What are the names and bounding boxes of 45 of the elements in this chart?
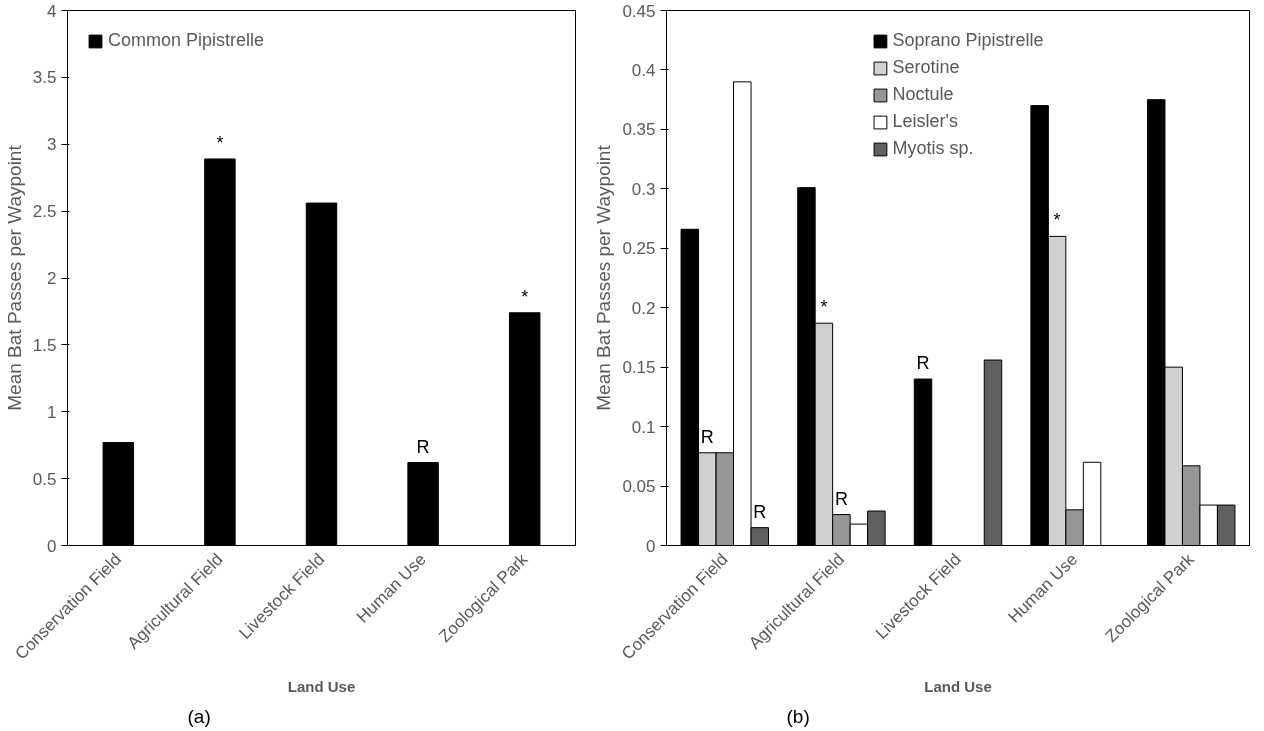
data-label: R xyxy=(916,353,930,374)
data-label: R xyxy=(753,501,767,522)
y-tick-label: 1 xyxy=(47,402,57,422)
data-label: R xyxy=(416,436,430,457)
text: (b) xyxy=(786,705,810,727)
legend-label: Soprano Pipistrelle xyxy=(892,30,1044,51)
y-tick-label: 0.5 xyxy=(32,469,57,489)
legend-label: Common Pipistrelle xyxy=(108,30,265,51)
data-label: * xyxy=(521,286,529,307)
data-label: R xyxy=(700,426,714,447)
data-label: * xyxy=(1053,210,1061,231)
y-tick-label: 0.05 xyxy=(622,477,656,497)
y-axis-title: Mean Bat Passes per Waypoint xyxy=(3,144,25,411)
y-tick-label: 1.5 xyxy=(32,335,57,355)
y-tick-label: 2.5 xyxy=(32,202,57,222)
legend-label: Leisler's xyxy=(892,111,958,132)
data-label: * xyxy=(216,132,224,153)
text: (a) xyxy=(187,705,211,727)
bar xyxy=(508,312,541,546)
y-tick-label: 4 xyxy=(47,1,57,21)
y-tick-label: 0 xyxy=(646,536,656,556)
data-label: R xyxy=(834,488,848,509)
y-tick-label: 0.1 xyxy=(631,417,656,437)
y-tick-label: 0.15 xyxy=(622,358,656,378)
y-tick-label: 0 xyxy=(47,536,57,556)
y-tick-label: 0.45 xyxy=(622,1,656,21)
bar xyxy=(407,462,439,546)
legend-label: Myotis sp. xyxy=(892,138,974,159)
x-axis-title: Land Use xyxy=(287,678,356,696)
legend-label: Serotine xyxy=(892,57,960,78)
x-axis-title: Land Use xyxy=(924,678,992,696)
y-tick-label: 0.35 xyxy=(622,120,656,140)
y-tick-label: 0.25 xyxy=(622,239,656,259)
bar xyxy=(305,202,338,546)
y-tick-label: 3 xyxy=(47,135,57,155)
y-axis-title: Mean Bat Passes per Waypoint xyxy=(593,144,615,411)
bar xyxy=(102,442,135,546)
y-tick-label: 0.4 xyxy=(631,60,656,80)
y-tick-label: 3.5 xyxy=(32,68,57,88)
data-label: * xyxy=(820,297,828,318)
bar xyxy=(204,158,236,546)
legend-label: Noctule xyxy=(892,84,954,105)
y-tick-label: 2 xyxy=(47,269,57,288)
y-tick-label: 0.2 xyxy=(631,298,656,318)
y-tick-label: 0.3 xyxy=(631,179,656,199)
